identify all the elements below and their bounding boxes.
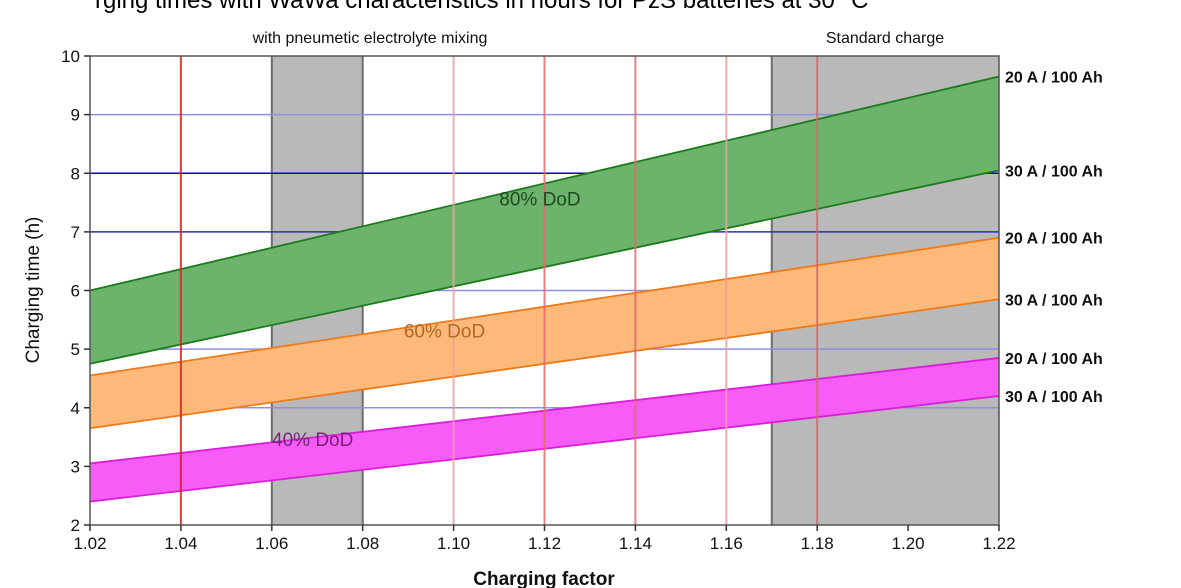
- y-tick-label: 10: [61, 47, 80, 66]
- current-rating-label: 20 A / 100 Ah: [1005, 351, 1103, 368]
- x-tick-label: 1.14: [619, 534, 652, 553]
- current-rating-label: 30 A / 100 Ah: [1005, 292, 1103, 309]
- current-rating-label: 30 A / 100 Ah: [1005, 389, 1103, 406]
- y-tick-label: 5: [71, 340, 80, 359]
- x-tick-label: 1.12: [528, 534, 561, 553]
- band-label: 60% DoD: [404, 321, 485, 342]
- x-tick-label: 1.10: [437, 534, 470, 553]
- y-tick-label: 8: [71, 164, 80, 183]
- region-labels: with pneumetic electrolyte mixing Standar…: [252, 30, 945, 47]
- x-tick-label: 1.02: [73, 534, 106, 553]
- y-tick-label: 9: [71, 106, 80, 125]
- region-label: with pneumetic electrolyte mixing: [252, 30, 488, 47]
- x-axis-title: Charging factor: [473, 569, 615, 588]
- y-tick-label: 2: [71, 516, 80, 535]
- y-tick-label: 4: [71, 399, 80, 418]
- x-tick-label: 1.04: [164, 534, 197, 553]
- x-axis-ticks: 1.02 1.04 1.06 1.08 1.10 1.12 1.14 1.16 1.18 1.20…: [73, 525, 1016, 553]
- vertical-reference-lines: [179, 56, 819, 525]
- x-tick-label: 1.18: [801, 534, 834, 553]
- x-tick-label: 1.08: [346, 534, 379, 553]
- band-label: 80% DoD: [499, 189, 580, 210]
- current-rating-label: 30 A / 100 Ah: [1005, 163, 1103, 180]
- y-axis-ticks: 2 3 4 5 6 7 8 9 10: [61, 47, 90, 535]
- current-rating-label: 20 A / 100 Ah: [1005, 70, 1103, 87]
- y-tick-label: 7: [71, 223, 80, 242]
- region-label: Standard charge: [826, 30, 944, 47]
- y-tick-label: 6: [71, 282, 80, 301]
- current-rating-label: 20 A / 100 Ah: [1005, 231, 1103, 248]
- x-tick-label: 1.22: [982, 534, 1015, 553]
- band-labels: 80% DoD 60% DoD 40% DoD: [272, 189, 581, 450]
- y-axis-title: Charging time (h): [23, 217, 44, 364]
- chart-title: rging times with WaWa characteristics in…: [95, 0, 868, 14]
- y-tick-label: 3: [71, 457, 80, 476]
- x-tick-label: 1.16: [710, 534, 743, 553]
- band-label: 40% DoD: [272, 430, 353, 451]
- x-tick-label: 1.06: [255, 534, 288, 553]
- x-tick-label: 1.20: [892, 534, 925, 553]
- right-edge-labels: 20 A / 100 Ah 30 A / 100 Ah 20 A / 100 Ah 3…: [1005, 70, 1103, 407]
